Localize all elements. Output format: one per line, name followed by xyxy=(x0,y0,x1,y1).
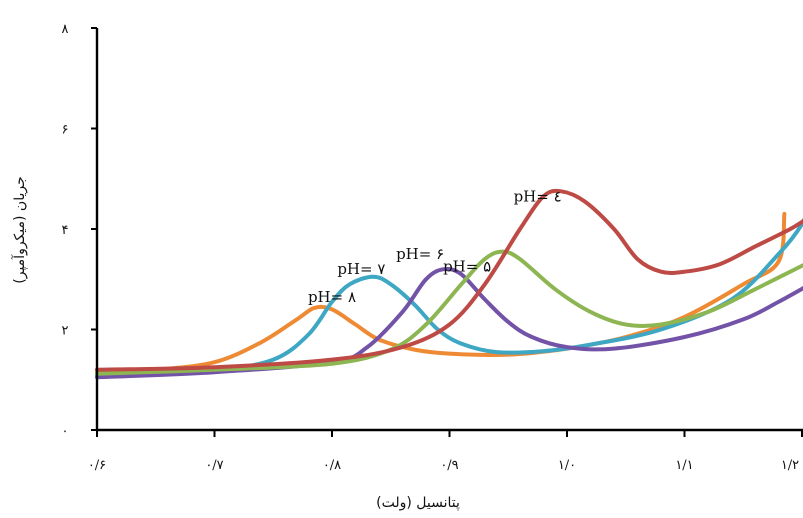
x-tick-label: ۰/۷ xyxy=(205,458,223,473)
series-label-1: pH= ۸ xyxy=(308,288,356,306)
series-labels: pH= ۸ pH= ۷ pH= ۶pH= ۵ pH= ٤ xyxy=(308,187,562,305)
x-tick-label: ۱/۰ xyxy=(558,458,576,473)
y-axis-title: جریان (میکروآمپر) xyxy=(11,176,28,283)
series-line-2 xyxy=(95,217,803,378)
y-tick-label: ۲ xyxy=(62,324,69,339)
x-tick-label: ۱/۲ xyxy=(781,458,799,473)
series-label-2: pH= ۷ xyxy=(337,260,385,278)
series-line-5 xyxy=(95,188,803,372)
x-axis-title: پتانسیل (ولت) xyxy=(376,495,460,511)
series-label-3: pH= ۶ xyxy=(396,245,444,263)
series-label-4: pH= ۵ xyxy=(443,258,491,276)
y-tick-label: ۸ xyxy=(62,22,69,37)
y-tick-label: ۶ xyxy=(62,123,69,138)
series-line-1 xyxy=(95,211,787,375)
y-tick-label: ۰ xyxy=(62,424,69,439)
plot-lines xyxy=(95,188,803,380)
x-tick-label: ۱/۱ xyxy=(675,458,693,473)
x-tick-label: ۰/۹ xyxy=(440,458,458,473)
x-tick-label: ۰/۸ xyxy=(323,458,341,473)
y-tick-label: ۴ xyxy=(62,223,69,238)
series-label-5: pH= ٤ xyxy=(514,187,562,205)
axis-ticks: ۰ ۲ ۴ ۶ ۸ ۰/۶ ۰/۷ ۰/۸ ۰/۹ ۱/۰ ۱/۱ ۱/۲ xyxy=(62,22,803,473)
x-tick-label: ۰/۶ xyxy=(88,458,106,473)
